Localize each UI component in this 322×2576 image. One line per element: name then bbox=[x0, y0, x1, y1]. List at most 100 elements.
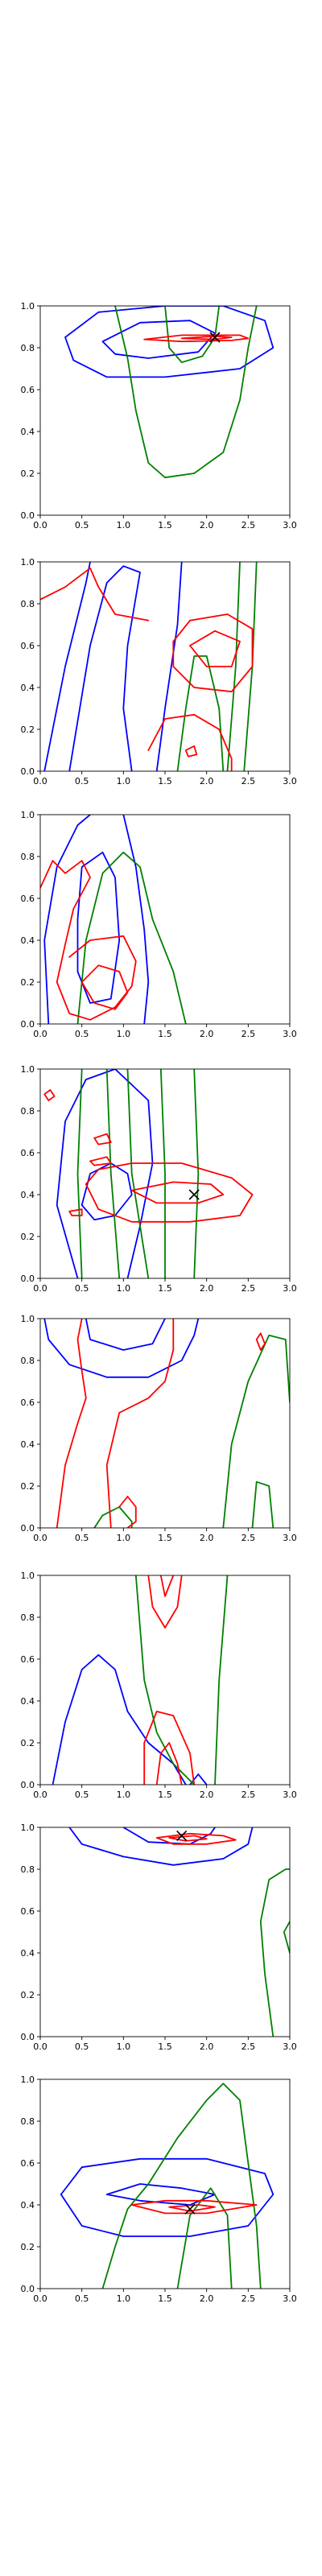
x-tick-label: 1.5 bbox=[158, 2041, 172, 2052]
y-tick-label: 0.8 bbox=[21, 1356, 35, 1366]
x-tick-label: 2.5 bbox=[242, 1283, 256, 1294]
contour-lines bbox=[68, 1827, 290, 2037]
red-contour-line-5 bbox=[40, 860, 137, 1021]
blue-contour-line-1 bbox=[64, 306, 275, 378]
green-contour-line-6 bbox=[243, 562, 258, 771]
x-tick-label: 2.0 bbox=[200, 1790, 214, 1800]
x-tick-label: 3.0 bbox=[283, 1533, 297, 1543]
blue-contour-line-2 bbox=[68, 565, 141, 771]
y-tick-label: 0.6 bbox=[21, 641, 35, 651]
x-marker bbox=[184, 2203, 196, 2215]
green-contour-line-4 bbox=[76, 851, 187, 1024]
y-tick-label: 0.0 bbox=[21, 2284, 35, 2294]
y-tick-label: 0.6 bbox=[21, 2158, 35, 2169]
y-tick-label: 0.0 bbox=[21, 1780, 35, 1790]
red-contour-line-8 bbox=[85, 1162, 254, 1223]
x-tick-label: 3.0 bbox=[283, 1029, 297, 1039]
axes-frame bbox=[39, 2079, 291, 2289]
x-tick-label: 2.0 bbox=[200, 1533, 214, 1543]
blue-contour-line-2 bbox=[85, 1319, 166, 1351]
green-contour-line-3 bbox=[114, 306, 258, 479]
x-tick-label: 2.5 bbox=[242, 1533, 256, 1543]
x-tick-label: 1.0 bbox=[117, 1533, 131, 1543]
red-contour-line-5 bbox=[130, 2199, 258, 2215]
y-tick-label: 0.8 bbox=[21, 1864, 35, 1875]
blue-contour-line-2 bbox=[189, 1773, 208, 1785]
y-tick-label: 0.2 bbox=[21, 469, 35, 479]
x-tick-label: 1.5 bbox=[158, 520, 172, 530]
y-tick-label: 1.0 bbox=[21, 301, 35, 312]
y-tick-label: 0.6 bbox=[21, 385, 35, 395]
green-contour-line-5 bbox=[93, 1506, 133, 1528]
contour-lines bbox=[43, 1319, 290, 1528]
red-contour-line-6 bbox=[168, 1835, 208, 1842]
subplot-4: 0.0 0.5 1.0 1.5 2.0 2.5 3.0 0.0 0.2 0.4 0.6 0.8 1.0 bbox=[21, 1064, 297, 1294]
x-tick-label: 0.0 bbox=[33, 520, 47, 530]
subplot-8: 0.0 0.5 1.0 1.5 2.0 2.5 3.0 0.0 0.2 0.4 0.6 0.8 1.0 bbox=[21, 2074, 297, 2304]
green-contour-line-3 bbox=[222, 1334, 290, 1528]
x-tick-label: 0.5 bbox=[75, 2041, 89, 2052]
x-tick-label: 0.5 bbox=[75, 520, 89, 530]
y-tick-label: 0.6 bbox=[21, 1397, 35, 1408]
subplot-5: 0.0 0.5 1.0 1.5 2.0 2.5 3.0 0.0 0.2 0.4 0.6 0.8 1.0 bbox=[21, 1314, 297, 1543]
y-tick-label: 0.4 bbox=[21, 1948, 35, 1959]
y-tick-label: 0.4 bbox=[21, 1696, 35, 1707]
x-tick-label: 2.0 bbox=[200, 2293, 214, 2304]
x-tick-label: 0.5 bbox=[75, 1029, 89, 1039]
red-contour-line-8 bbox=[172, 613, 254, 693]
y-tick-label: 1.0 bbox=[21, 1314, 35, 1324]
red-contour-line-6 bbox=[180, 335, 233, 341]
y-tick-label: 0.8 bbox=[21, 1612, 35, 1623]
x-tick-label: 0.0 bbox=[33, 776, 47, 786]
x-marker bbox=[176, 1830, 188, 1841]
red-contour-line-7 bbox=[143, 1711, 196, 1785]
axes-frame bbox=[39, 1575, 291, 1785]
x-tick-label: 1.0 bbox=[117, 776, 131, 786]
y-tick-label: 0.4 bbox=[21, 683, 35, 693]
blue-contour-line-1 bbox=[56, 1069, 154, 1278]
y-tick-label: 0.2 bbox=[21, 724, 35, 735]
x-tick-label: 2.5 bbox=[242, 776, 256, 786]
blue-contour-line-2 bbox=[80, 1162, 133, 1221]
y-tick-label: 0.2 bbox=[21, 1232, 35, 1242]
y-tick-label: 0.6 bbox=[21, 1906, 35, 1917]
red-contour-line-7 bbox=[40, 567, 150, 621]
y-tick-label: 0.2 bbox=[21, 1990, 35, 2000]
x-tick-label: 2.0 bbox=[200, 1029, 214, 1039]
red-contour-line-11 bbox=[93, 1133, 112, 1146]
green-contour-line-3 bbox=[101, 2083, 262, 2289]
green-contour-line-4 bbox=[176, 655, 225, 771]
x-tick-label: 0.0 bbox=[33, 1533, 47, 1543]
blue-contour-line-1 bbox=[43, 815, 91, 1024]
contour-lines bbox=[52, 1575, 229, 1785]
y-tick-label: 1.0 bbox=[21, 1571, 35, 1581]
y-tick-label: 0.8 bbox=[21, 1106, 35, 1117]
green-contour-line-3 bbox=[259, 1868, 290, 2037]
green-contour-line-6 bbox=[159, 1069, 166, 1278]
x-tick-label: 1.5 bbox=[158, 1533, 172, 1543]
contour-lines bbox=[40, 815, 187, 1024]
x-tick-label: 0.0 bbox=[33, 1029, 47, 1039]
red-contour-line-5 bbox=[155, 1832, 237, 1845]
x-tick-label: 2.0 bbox=[200, 2041, 214, 2052]
red-contour-line-9 bbox=[255, 1332, 266, 1351]
red-contour-line-5 bbox=[143, 334, 250, 343]
x-tick-label: 2.0 bbox=[200, 520, 214, 530]
x-tick-label: 1.5 bbox=[158, 776, 172, 786]
y-tick-label: 0.0 bbox=[21, 510, 35, 521]
subplot-3: 0.0 0.5 1.0 1.5 2.0 2.5 3.0 0.0 0.2 0.4 0.6 0.8 1.0 bbox=[21, 810, 297, 1039]
contour-lines bbox=[60, 2083, 275, 2289]
y-tick-label: 1.0 bbox=[21, 1064, 35, 1075]
red-contour-line-12 bbox=[89, 1156, 112, 1166]
red-contour-line-6 bbox=[159, 1575, 175, 1597]
red-contour-line-8 bbox=[155, 1742, 183, 1785]
y-tick-label: 0.4 bbox=[21, 1439, 35, 1450]
y-tick-label: 0.8 bbox=[21, 2116, 35, 2127]
green-contour-line-4 bbox=[105, 1069, 121, 1278]
blue-contour-line-2 bbox=[101, 320, 216, 359]
y-tick-label: 0.0 bbox=[21, 1274, 35, 1284]
y-tick-label: 0.6 bbox=[21, 1654, 35, 1665]
green-contour-line-5 bbox=[226, 562, 241, 771]
red-contour-line-8 bbox=[118, 1496, 137, 1528]
x-tick-label: 0.5 bbox=[75, 776, 89, 786]
